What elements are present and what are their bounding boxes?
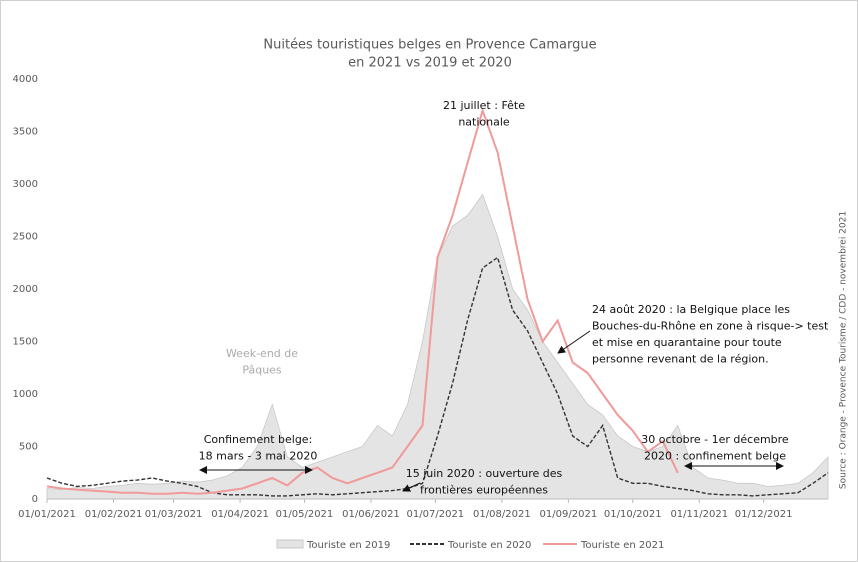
y-tick-label: 4000: [13, 74, 38, 85]
annotation: frontières européennes: [420, 484, 548, 497]
annotation: 15 juin 2020 : ouverture des: [406, 467, 563, 480]
legend-label: Touriste en 2019: [306, 540, 390, 551]
x-tick-label: 01/12/2021: [735, 509, 793, 520]
x-tick-label: 01/01/2021: [18, 509, 76, 520]
x-tick-label: 01/11/2021: [670, 509, 728, 520]
annotation: 21 juillet : Fête: [443, 99, 525, 112]
x-tick-label: 01/04/2021: [211, 509, 269, 520]
y-tick-label: 3000: [13, 179, 38, 190]
x-tick-label: 01/07/2021: [407, 509, 465, 520]
x-tick-label: 01/09/2021: [540, 509, 598, 520]
annotation: 18 mars - 3 mai 2020: [199, 450, 318, 463]
area: [46, 193, 829, 500]
x-tick-label: 01/02/2021: [85, 509, 143, 520]
y-tick-label: 2000: [13, 284, 38, 295]
annotation: Confinement belge:: [204, 433, 313, 446]
y-tick-label: 2500: [13, 232, 38, 243]
legend-label: Touriste en 2020: [447, 540, 531, 551]
y-tick-label: 500: [19, 442, 38, 453]
annotation: Pâques: [242, 364, 282, 377]
x-tick-label: 01/05/2021: [276, 509, 334, 520]
annotation: nationale: [458, 116, 510, 129]
chart-title: en 2021 vs 2019 et 2020: [348, 56, 512, 71]
x-tick-label: 01/08/2021: [473, 509, 531, 520]
annotation: Week-end de: [226, 347, 298, 360]
annotation: 2020 : confinement belge: [644, 450, 786, 463]
x-tick-label: 01/06/2021: [342, 509, 400, 520]
annotation: personne revenant de la région.: [592, 353, 769, 366]
y-tick-label: 1000: [13, 389, 38, 400]
annotation: 24 août 2020 : la Belgique place les: [592, 303, 790, 316]
arrow: [402, 482, 421, 492]
x-tick-label: 01/10/2021: [604, 509, 662, 520]
series-line: [46, 256, 829, 497]
annotation: et mise en quarantaine pour toute: [592, 336, 782, 349]
annotation: 30 octobre - 1er décembre: [641, 433, 789, 446]
source-note: Source : Orange - Provence Tourisme / CD…: [839, 211, 849, 489]
legend-swatch: [276, 539, 304, 549]
legend-label: Touriste en 2021: [580, 540, 664, 551]
x-tick-label: 01/03/2021: [145, 509, 203, 520]
y-tick-label: 1500: [13, 337, 38, 348]
y-tick-label: 3500: [13, 127, 38, 138]
y-tick-label: 0: [32, 494, 38, 505]
annotation: Bouches-du-Rhône en zone à risque-> test: [592, 320, 829, 333]
arrow: [557, 330, 591, 354]
chart-title: Nuitées touristiques belges en Provence …: [263, 38, 596, 53]
series-line: [46, 107, 679, 495]
